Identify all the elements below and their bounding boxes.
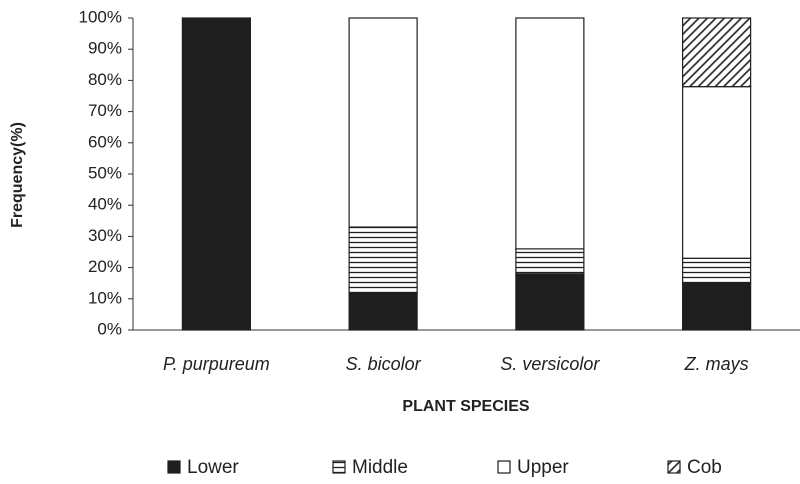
- y-axis-title: Frequency(%): [9, 122, 26, 228]
- bar-segment: [682, 17, 752, 88]
- y-tick-label: 100%: [79, 7, 122, 26]
- legend-label: Lower: [187, 457, 239, 478]
- bar-segment: [348, 226, 418, 294]
- y-tick-label: 0%: [97, 319, 122, 338]
- bar-segment: [682, 86, 752, 259]
- y-tick-label: 60%: [88, 132, 122, 151]
- y-tick-label: 80%: [88, 70, 122, 89]
- legend-swatch: [667, 460, 681, 474]
- x-axis-title: PLANT SPECIES: [402, 398, 529, 415]
- y-tick-label: 20%: [88, 257, 122, 276]
- bar-segment: [682, 282, 752, 331]
- x-tick-label: S. bicolor: [346, 354, 422, 374]
- legend-label: Middle: [352, 457, 408, 478]
- y-tick-label: 30%: [88, 226, 122, 245]
- legend-label: Cob: [687, 457, 722, 478]
- legend-swatch: [497, 460, 511, 474]
- y-tick-label: 10%: [88, 288, 122, 307]
- x-tick-label: Z. mays: [684, 354, 749, 374]
- y-tick-label: 70%: [88, 101, 122, 120]
- legend-label: Upper: [517, 457, 569, 478]
- legend-swatch: [332, 460, 346, 474]
- bar-segment: [515, 248, 585, 275]
- bar-segment: [682, 257, 752, 284]
- bar-segment: [515, 17, 585, 250]
- legend-swatch: [167, 460, 181, 474]
- x-tick-label: S. versicolor: [500, 354, 600, 374]
- y-tick-label: 50%: [88, 163, 122, 182]
- bar-segment: [348, 17, 418, 228]
- x-tick-label: P. purpureum: [163, 354, 270, 374]
- y-tick-label: 90%: [88, 39, 122, 58]
- bar-segment: [515, 273, 585, 331]
- bar-segment: [348, 291, 418, 331]
- bar-segment: [181, 17, 251, 331]
- y-tick-label: 40%: [88, 195, 122, 214]
